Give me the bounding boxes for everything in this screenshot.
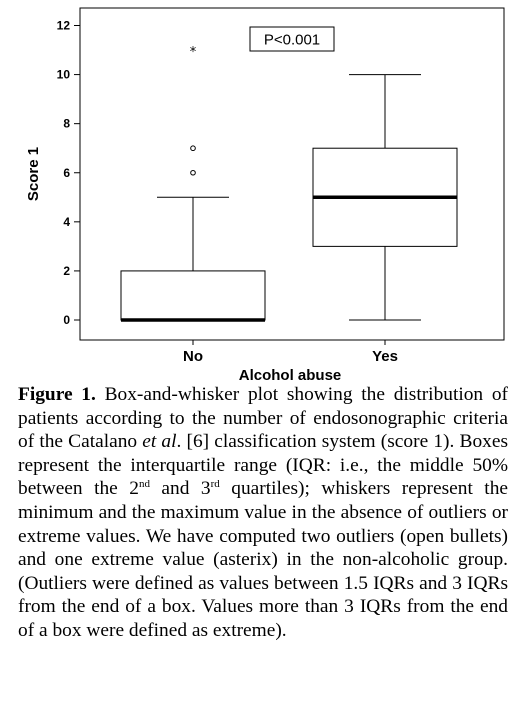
y-tick-label: 12 bbox=[57, 19, 71, 33]
caption-text-1: Box-and-whisker plot showing the distrib… bbox=[18, 384, 509, 453]
y-tick-label: 8 bbox=[63, 117, 70, 131]
outlier-point bbox=[190, 145, 196, 152]
caption-text-2: . [6] classification system (score 1). B… bbox=[18, 431, 508, 500]
x-category-label: Yes bbox=[372, 348, 398, 365]
box-plot-chart: 0 2 4 6 8 10 12 * No Yes P<0.001 Score 1 Alcoho… bbox=[25, 7, 505, 383]
y-tick-label: 4 bbox=[63, 215, 70, 229]
caption-text-3: and 3 bbox=[149, 478, 211, 500]
p-value-box bbox=[249, 26, 335, 52]
box-yes bbox=[312, 74, 458, 321]
x-category-label: No bbox=[183, 348, 203, 365]
x-axis-categories: No Yes bbox=[183, 340, 398, 365]
outlier-point bbox=[190, 169, 196, 176]
y-axis: 0 2 4 6 8 10 12 bbox=[57, 19, 80, 327]
caption-sup-nd: nd bbox=[138, 478, 150, 491]
figure-caption: Figure 1. Box-and-whisker plot showing t… bbox=[18, 383, 508, 643]
figure-label: Figure 1. bbox=[18, 384, 96, 405]
iqr-box bbox=[120, 270, 266, 321]
boxes-group: * bbox=[120, 45, 458, 322]
y-tick-label: 2 bbox=[63, 264, 70, 278]
y-tick-label: 10 bbox=[57, 68, 71, 82]
x-axis-title: Alcohol abuse bbox=[239, 367, 342, 383]
y-tick-label: 6 bbox=[63, 166, 70, 180]
box-no: * bbox=[120, 45, 266, 322]
p-value-annotation: P<0.001 bbox=[264, 32, 320, 49]
plot-area bbox=[79, 7, 505, 341]
caption-text-4: quartiles); whiskers represent the minim… bbox=[18, 478, 508, 641]
caption-sup-rd: rd bbox=[210, 478, 220, 491]
y-axis-title: Score 1 bbox=[25, 147, 42, 201]
extreme-point: * bbox=[190, 45, 197, 60]
y-tick-label: 0 bbox=[63, 313, 70, 327]
caption-et-al: et al bbox=[142, 431, 177, 453]
